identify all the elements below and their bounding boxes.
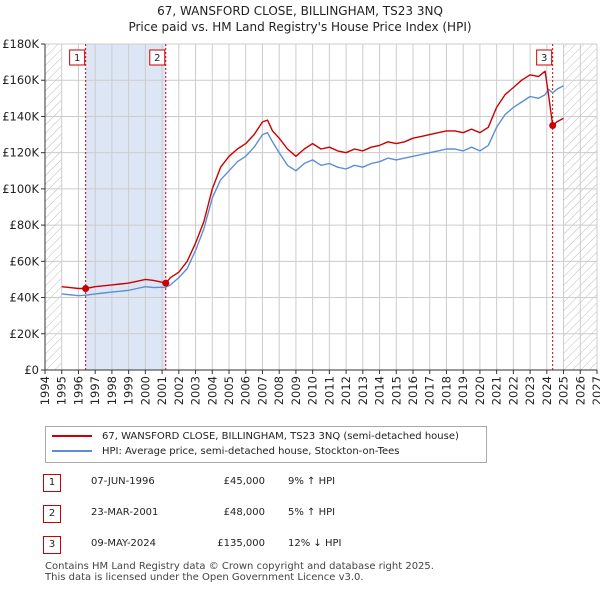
y-tick-label: £40K	[10, 291, 40, 305]
x-tick-label: 2016	[406, 376, 420, 405]
x-tick-label: 2025	[557, 376, 571, 405]
x-tick-label: 1999	[122, 376, 136, 405]
marker-badge	[536, 49, 553, 66]
x-tick-label: 2021	[490, 376, 504, 405]
transaction-badge: 2	[43, 505, 61, 523]
chart-title: 67, WANSFORD CLOSE, BILLINGHAM, TS23 3NQ	[157, 4, 443, 18]
x-tick-label: 2006	[239, 376, 253, 405]
marker-badge	[149, 49, 166, 66]
marker-badge	[69, 49, 86, 66]
x-tick-label: 2004	[205, 376, 219, 405]
legend-label-property: 67, WANSFORD CLOSE, BILLINGHAM, TS23 3NQ…	[102, 431, 459, 442]
y-tick-label: £0	[24, 363, 39, 377]
sale-point	[82, 285, 90, 292]
transaction-date: 23-MAR-2001	[91, 507, 159, 518]
y-tick-label: £140K	[2, 109, 39, 123]
footer-copyright: Contains HM Land Registry data © Crown c…	[45, 561, 434, 572]
x-tick-label: 2027	[590, 376, 600, 405]
transaction-price: £135,000	[217, 538, 265, 549]
transaction-date: 09-MAY-2024	[91, 538, 157, 549]
legend-swatch-property	[52, 435, 92, 437]
marker-badge-label: 2	[154, 53, 160, 64]
hatch-before-data	[45, 44, 62, 370]
y-tick-label: £80K	[10, 218, 40, 232]
transaction-price: £48,000	[223, 507, 265, 518]
x-tick-label: 1998	[105, 376, 119, 405]
sale-point	[549, 122, 557, 129]
transaction-price: £45,000	[223, 476, 265, 487]
x-tick-label: 2024	[540, 376, 554, 405]
x-tick-label: 2022	[506, 376, 520, 405]
y-tick-label: £20K	[10, 327, 40, 341]
sale-point	[162, 279, 170, 287]
x-tick-label: 2012	[339, 376, 353, 405]
legend: 67, WANSFORD CLOSE, BILLINGHAM, TS23 3NQ…	[45, 426, 487, 463]
x-tick-label: 2008	[272, 376, 286, 405]
x-tick-label: 2023	[523, 376, 537, 405]
chart-subtitle: Price paid vs. HM Land Registry's House …	[128, 20, 472, 34]
x-tick-label: 2010	[306, 376, 320, 405]
transaction-hpi-diff: 12% ↓ HPI	[288, 538, 342, 549]
transaction-date: 07-JUN-1996	[91, 476, 155, 487]
legend-item-hpi: HPI: Average price, semi-detached house,…	[52, 445, 400, 459]
footer-licence: This data is licensed under the Open Gov…	[45, 572, 364, 583]
y-tick-label: £180K	[2, 37, 39, 51]
marker-badge-label: 3	[541, 53, 547, 64]
transaction-row: 1 07-JUN-1996 £45,000 9% ↑ HPI	[43, 474, 463, 492]
transaction-row: 3 09-MAY-2024 £135,000 12% ↓ HPI	[43, 536, 463, 554]
x-tick-label: 2001	[155, 376, 169, 405]
transaction-badge: 3	[43, 536, 61, 554]
legend-swatch-hpi	[52, 450, 92, 452]
x-tick-label: 1997	[88, 376, 102, 405]
y-tick-label: £160K	[2, 73, 39, 87]
x-tick-label: 2026	[573, 376, 587, 405]
x-tick-label: 2002	[172, 376, 186, 405]
y-tick-label: £100K	[2, 182, 39, 196]
x-tick-label: 2003	[189, 376, 203, 405]
x-tick-label: 1996	[71, 376, 85, 405]
x-tick-label: 1994	[38, 376, 52, 405]
shaded-period	[85, 44, 166, 370]
x-tick-label: 2007	[255, 376, 269, 405]
x-tick-label: 2011	[322, 376, 336, 405]
x-tick-label: 2009	[289, 376, 303, 405]
x-tick-label: 2020	[473, 376, 487, 405]
price-chart: 1 2 3 £0 £20K £40K £60K £80K £100K £120K £140K £16…	[2, 37, 600, 405]
x-tick-label: 2005	[222, 376, 236, 405]
x-tick-label: 2019	[456, 376, 470, 405]
x-tick-label: 2014	[373, 376, 387, 405]
x-tick-label: 2017	[423, 376, 437, 405]
legend-item-property: 67, WANSFORD CLOSE, BILLINGHAM, TS23 3NQ…	[52, 430, 459, 444]
marker-badge-label: 1	[74, 53, 80, 64]
legend-label-hpi: HPI: Average price, semi-detached house,…	[102, 446, 400, 457]
x-tick-label: 1995	[55, 376, 69, 405]
y-tick-label: £120K	[2, 146, 39, 160]
y-tick-label: £60K	[10, 254, 40, 268]
x-tick-label: 2015	[389, 376, 403, 405]
transaction-hpi-diff: 9% ↑ HPI	[288, 476, 336, 487]
transaction-badge: 1	[43, 474, 61, 492]
series-line-property	[61, 70, 564, 290]
x-tick-label: 2013	[356, 376, 370, 405]
transaction-hpi-diff: 5% ↑ HPI	[288, 507, 336, 518]
transaction-row: 2 23-MAR-2001 £48,000 5% ↑ HPI	[43, 505, 463, 523]
series-line-hpi	[61, 85, 564, 297]
x-tick-label: 2000	[138, 376, 152, 405]
x-tick-label: 2018	[439, 376, 453, 405]
